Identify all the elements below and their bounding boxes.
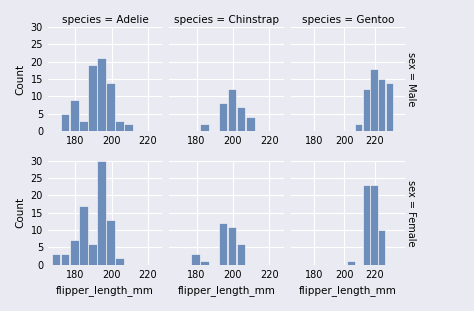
Bar (125, 124, 133, 131)
Bar (201, 124, 209, 131)
Bar (106, 82, 115, 131)
Bar (88, 65, 97, 131)
Bar (347, 261, 355, 265)
Bar (386, 82, 393, 131)
Bar (191, 254, 200, 265)
Bar (106, 220, 115, 265)
Title: species = Gentoo: species = Gentoo (302, 15, 394, 25)
X-axis label: flipper_length_mm: flipper_length_mm (299, 285, 397, 296)
Bar (79, 206, 88, 265)
Bar (61, 254, 70, 265)
Bar (370, 185, 378, 265)
Bar (228, 90, 237, 131)
Bar (201, 261, 209, 265)
Bar (88, 244, 97, 265)
Bar (228, 227, 237, 265)
Bar (363, 185, 370, 265)
Title: species = Adelie: species = Adelie (62, 15, 148, 25)
Bar (363, 90, 370, 131)
Bar (97, 58, 106, 131)
Bar (219, 103, 227, 131)
Bar (70, 100, 79, 131)
Title: species = Chinstrap: species = Chinstrap (174, 15, 279, 25)
Bar (115, 258, 124, 265)
Bar (355, 124, 362, 131)
Bar (378, 79, 385, 131)
Bar (70, 240, 79, 265)
Text: sex = Male: sex = Male (406, 52, 416, 106)
Bar (237, 244, 246, 265)
Bar (79, 121, 88, 131)
Bar (246, 117, 255, 131)
X-axis label: flipper_length_mm: flipper_length_mm (56, 285, 154, 296)
Bar (378, 230, 385, 265)
Bar (219, 223, 227, 265)
X-axis label: flipper_length_mm: flipper_length_mm (178, 285, 275, 296)
Y-axis label: Count: Count (15, 63, 25, 95)
Text: sex = Female: sex = Female (406, 179, 416, 246)
Bar (115, 121, 124, 131)
Bar (97, 161, 106, 265)
Bar (52, 254, 60, 265)
Bar (61, 114, 70, 131)
Bar (370, 69, 378, 131)
Y-axis label: Count: Count (15, 197, 25, 228)
Bar (237, 107, 246, 131)
